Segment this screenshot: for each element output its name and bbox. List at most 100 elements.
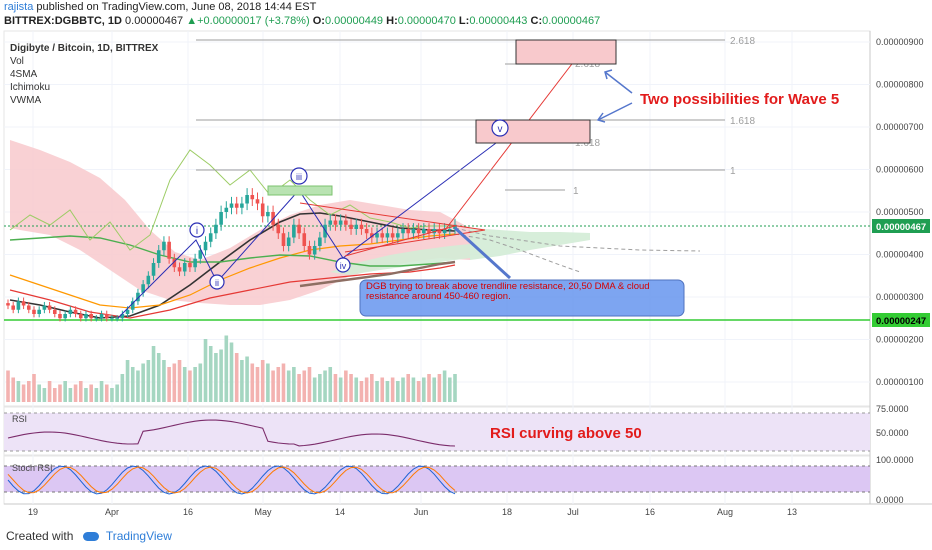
stoch-k-line [7,465,456,495]
candle-body [63,314,67,319]
y-tick-label: 0.00000300 [876,292,924,302]
legend-title: Digibyte / Bitcoin, 1D, BITTREX [10,43,159,54]
volume-bar [260,360,265,402]
volume-bar [396,381,400,402]
volume-bar [349,374,353,402]
stoch-d-line [7,466,456,494]
volume-bar [125,360,130,402]
volume-bar [380,377,385,402]
volume-bar [312,377,317,402]
volume-bar [411,377,416,402]
x-tick-label: 18 [502,507,512,517]
candle-body [344,220,348,225]
symbol-ohlc-line: BITTREX:DGBBTC, 1D 0.00000467 ▲+0.000000… [4,15,600,27]
price-axis[interactable] [870,31,932,504]
candle-body [73,309,78,314]
candle-body [406,229,411,234]
last-price-axis-label: 0.00000467 [876,222,926,233]
wave-iv-marker: iv [335,257,351,273]
candle-body [16,301,21,310]
candle-body [385,233,390,238]
legend-item-vwma[interactable]: VWMA [10,95,42,106]
candle-body [172,258,177,268]
volume-bar [99,381,104,402]
legend-item-4sma[interactable]: 4SMA [10,69,38,80]
candle-body [250,195,255,200]
volume-bars [6,335,457,402]
candle-body [416,229,421,234]
candle-body [380,233,385,238]
volume-bar [286,370,291,402]
fib-1618-label: 1.618 [730,116,755,127]
arrow-to-upper-target [604,71,633,94]
volume-bar [156,353,161,402]
candle-body [89,314,93,319]
candle-body [359,224,364,229]
volume-bar [11,377,15,402]
candle-body [84,314,88,319]
wave-i-label: i [196,226,198,237]
high-label: H: [386,15,398,27]
x-tick-label: May [254,507,272,517]
candle-body [318,237,322,246]
volume-bar [240,360,244,402]
legend-item-ichimoku[interactable]: Ichimoku [10,82,51,93]
volume-bar [427,374,431,402]
volume-bar [318,374,322,402]
callout-pointer [453,226,512,280]
candle-body [182,263,187,272]
candle-body [281,233,286,246]
candle-body [115,318,119,320]
legend-item-vol[interactable]: Vol [10,56,24,67]
ichimoku-cloud-green-2 [330,244,470,275]
volume-bar [234,353,239,402]
y-tick-label: 0.00000400 [876,250,924,260]
volume-bar [245,356,249,402]
support-price-axis-label: 0.00000247 [876,316,926,327]
candle-body [58,314,62,319]
candle-body [99,314,104,319]
candle-body [130,301,135,310]
volume-bar [422,377,426,402]
tradingview-brand[interactable]: TradingView [105,529,172,543]
candle-body [193,258,197,268]
volume-bar [172,363,177,402]
candle-body [255,199,260,204]
x-axis-ticks: 19 Apr 16 May 14 Jun 18 Jul 16 Aug 13 [28,507,797,517]
volume-bar [359,381,364,402]
candle-body [229,203,234,208]
candle-body [208,233,213,242]
author-link[interactable]: rajista [4,1,34,13]
volume-bar [52,388,57,402]
rsi-label: RSI [12,414,27,424]
wave5-target-box-high [515,39,617,65]
volume-bar [401,377,405,402]
volume-bar [208,346,213,402]
fib-top-label: 2.618 [730,36,755,47]
x-tick-label: 14 [335,507,345,517]
rsi-line [7,419,456,447]
volume-bar [115,384,119,402]
volume-bar [323,370,327,402]
candle-body [224,207,229,212]
symbol-label: BITTREX:DGBBTC, 1D [4,15,122,27]
publish-info: published on TradingView.com, June 08, 2… [36,1,317,13]
price-change: +0.00000017 (+3.78%) [197,15,310,27]
change-arrow-icon: ▲ [186,15,198,27]
y-tick-label: 0.00000600 [876,165,924,175]
volume-bar [406,374,411,402]
candle-body [47,305,52,310]
candle-body [151,263,156,276]
sma-orange [9,233,456,309]
support-price-badge [872,313,930,327]
fib-1-label: 1 [730,166,736,177]
candle-body [198,250,203,259]
volume-bar [26,381,31,402]
candle-body [94,318,99,320]
candle-body [448,229,452,230]
x-tick-label: 13 [787,507,797,517]
volume-bar [255,367,260,402]
ichimoku-lagging-line [9,149,455,251]
volume-bar [432,377,437,402]
